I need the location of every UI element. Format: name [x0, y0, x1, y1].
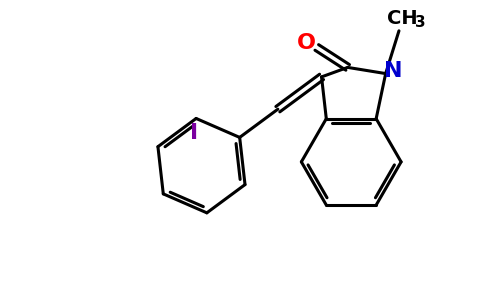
Text: 3: 3 — [415, 15, 425, 30]
Text: CH: CH — [388, 10, 418, 28]
Text: I: I — [190, 123, 198, 143]
Text: O: O — [297, 33, 316, 53]
Text: N: N — [384, 61, 403, 81]
